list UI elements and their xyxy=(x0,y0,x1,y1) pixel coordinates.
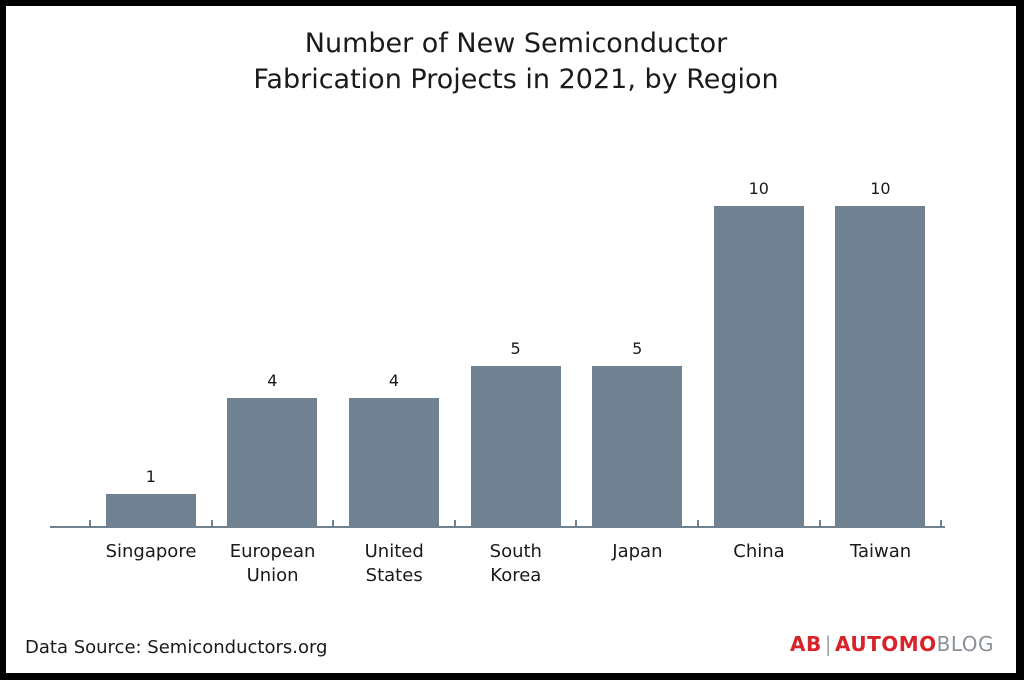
title-line-1: Number of New Semiconductor xyxy=(304,28,728,59)
bar xyxy=(349,398,439,526)
x-tick xyxy=(940,520,943,528)
logo-brand-gray: BLOG xyxy=(936,632,995,656)
x-tick xyxy=(89,520,91,528)
category-label: South Korea xyxy=(489,541,542,586)
bar xyxy=(470,366,561,526)
category-label: Taiwan xyxy=(849,541,912,562)
category-label: China xyxy=(733,541,785,562)
title-line-2: Fabrication Projects in 2021, by Region xyxy=(253,64,779,95)
x-tick xyxy=(453,520,456,528)
bar xyxy=(592,366,683,526)
bar xyxy=(227,398,318,526)
data-label: 1 xyxy=(145,467,156,486)
data-label: 10 xyxy=(870,179,891,198)
data-label: 10 xyxy=(748,179,769,198)
logo-mark: AB xyxy=(790,632,822,656)
logo-brand-red: AUTOMO xyxy=(834,632,937,656)
x-tick xyxy=(332,520,335,528)
category-label: United States xyxy=(364,541,424,586)
x-axis xyxy=(50,526,945,528)
bar xyxy=(713,206,804,526)
data-label: 4 xyxy=(267,371,278,390)
x-tick xyxy=(575,520,578,528)
x-tick xyxy=(210,520,213,528)
data-label: 5 xyxy=(632,339,643,358)
bar xyxy=(105,494,196,526)
category-label: Singapore xyxy=(105,541,197,562)
chart-frame: Number of New Semiconductor Fabrication … xyxy=(6,6,1016,673)
x-tick xyxy=(697,520,699,528)
logo-separator: | xyxy=(824,632,832,656)
x-tick xyxy=(818,520,821,528)
chart-title: Number of New Semiconductor Fabrication … xyxy=(6,26,1024,98)
category-label: Japan xyxy=(612,541,663,562)
data-source: Data Source: Semiconductors.org xyxy=(25,637,328,658)
automoblog-logo: AB | AUTOMOBLOG xyxy=(790,632,994,656)
data-label: 5 xyxy=(510,339,521,358)
bar xyxy=(835,206,926,526)
data-label: 4 xyxy=(388,371,400,390)
category-label: European Union xyxy=(229,541,316,586)
